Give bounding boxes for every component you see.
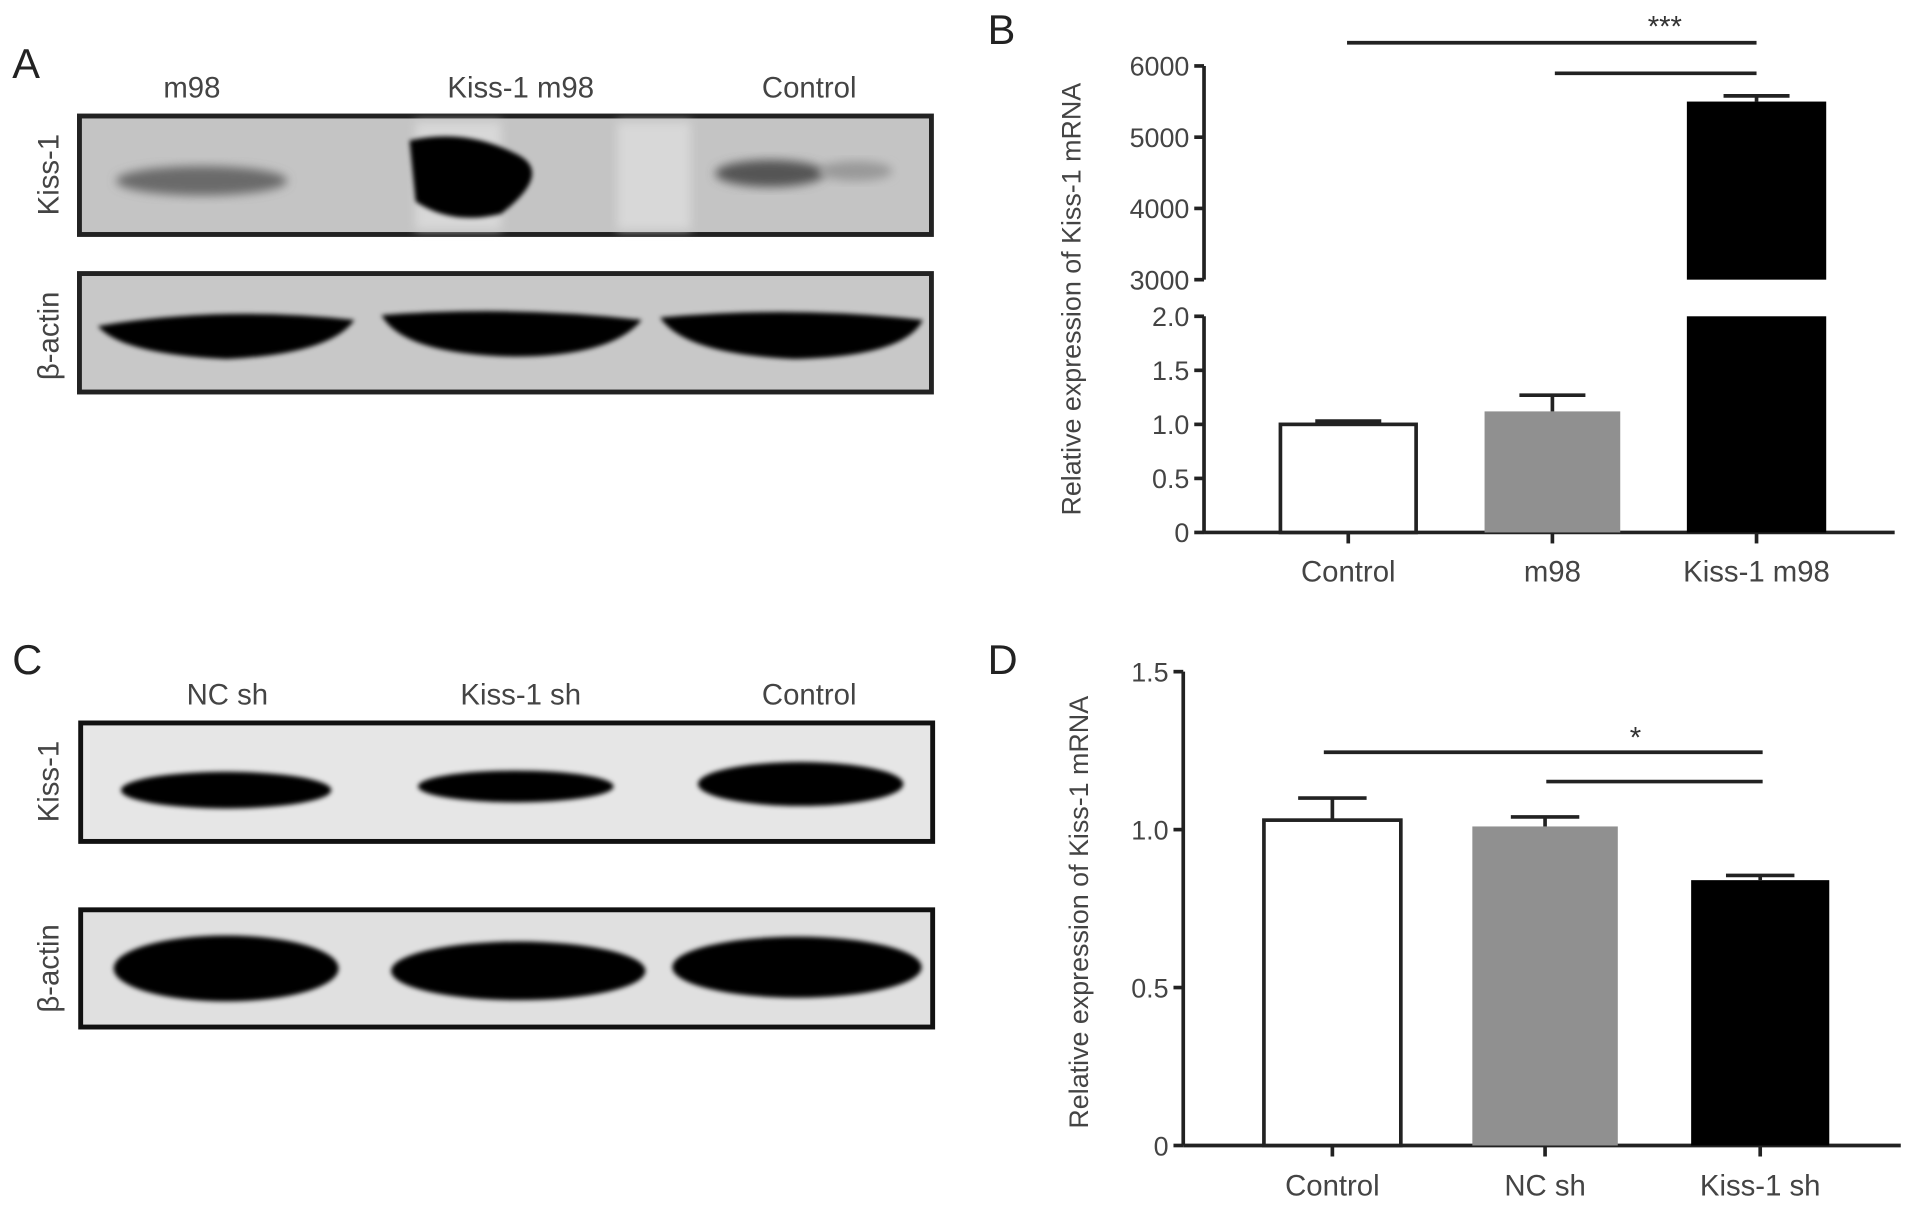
row-label: Kiss-1: [33, 134, 66, 215]
x-tick-label: NC sh: [1504, 1170, 1585, 1203]
band: [672, 936, 922, 998]
panel-label-b: B: [988, 6, 1016, 53]
panel-label-d: D: [988, 636, 1018, 683]
y-axis-title-b: Relative expression of Kiss-1 mRNA: [1057, 83, 1087, 516]
row-label: β-actin: [33, 292, 66, 381]
western-blot-kiss1-c: [78, 720, 936, 844]
y-tick-label: 5000: [1130, 123, 1190, 153]
y-tick-label: 0: [1174, 518, 1189, 548]
y-tick-label: 0.5: [1152, 464, 1189, 494]
significance-label: *: [1630, 721, 1641, 754]
y-tick-label: 6000: [1130, 52, 1190, 82]
x-tick-label: Kiss-1 m98: [1683, 555, 1830, 588]
y-tick-label: 0.5: [1131, 973, 1168, 1003]
band: [121, 771, 332, 809]
band: [660, 311, 923, 360]
y-tick-label: 2.0: [1152, 302, 1189, 332]
lane-label: NC sh: [187, 679, 268, 712]
y-tick-label: 0: [1154, 1131, 1169, 1161]
lane-label: Control: [762, 679, 857, 712]
lane-label: Kiss-1 m98: [447, 72, 594, 105]
significance-label: ***: [1648, 11, 1682, 44]
y-tick-label: 1.5: [1131, 657, 1168, 687]
x-tick-label: Kiss-1 sh: [1700, 1170, 1821, 1203]
chart-b: 0 0.5 1.0 1.5 2.0 3000 4000 5000 6000 Control m98 K…: [1130, 11, 1895, 588]
panel-label-c: C: [12, 636, 42, 683]
bar-lower: [1686, 316, 1827, 533]
band: [409, 136, 533, 218]
bar: [1472, 826, 1618, 1146]
y-tick-label: 1.5: [1152, 356, 1189, 386]
y-axis-title-d: Relative expression of Kiss-1 mRNA: [1064, 696, 1094, 1129]
lane-label: m98: [163, 72, 220, 105]
band: [391, 941, 646, 1001]
band: [715, 159, 826, 187]
panel-label-a: A: [12, 40, 40, 87]
band: [113, 935, 339, 1002]
lane-label: Kiss-1 sh: [460, 679, 581, 712]
chart-d: 0 0.5 1.0 1.5 Control NC sh Kiss-1 sh *: [1131, 657, 1901, 1203]
western-blot-kiss1-a: [77, 113, 934, 237]
x-tick-label: Control: [1301, 555, 1396, 588]
western-blot-actin-a: [77, 271, 934, 395]
bar: [1691, 880, 1830, 1146]
row-label: Kiss-1: [33, 741, 66, 822]
x-tick-label: Control: [1285, 1170, 1380, 1203]
bar: [1278, 422, 1418, 535]
band: [97, 313, 355, 360]
bar: [1484, 411, 1621, 533]
y-tick-label: 1.0: [1152, 410, 1189, 440]
band: [418, 770, 614, 803]
y-tick-label: 1.0: [1131, 815, 1168, 845]
band: [697, 762, 904, 806]
y-tick-label: 4000: [1130, 194, 1190, 224]
bar-upper: [1686, 101, 1827, 280]
x-tick-label: m98: [1524, 555, 1581, 588]
band: [381, 311, 642, 357]
western-blot-actin-c: [78, 907, 936, 1030]
bar: [1262, 818, 1403, 1148]
band: [116, 166, 288, 196]
y-tick-label: 3000: [1130, 265, 1190, 295]
lane-label: Control: [762, 72, 857, 105]
row-label: β-actin: [33, 924, 66, 1013]
